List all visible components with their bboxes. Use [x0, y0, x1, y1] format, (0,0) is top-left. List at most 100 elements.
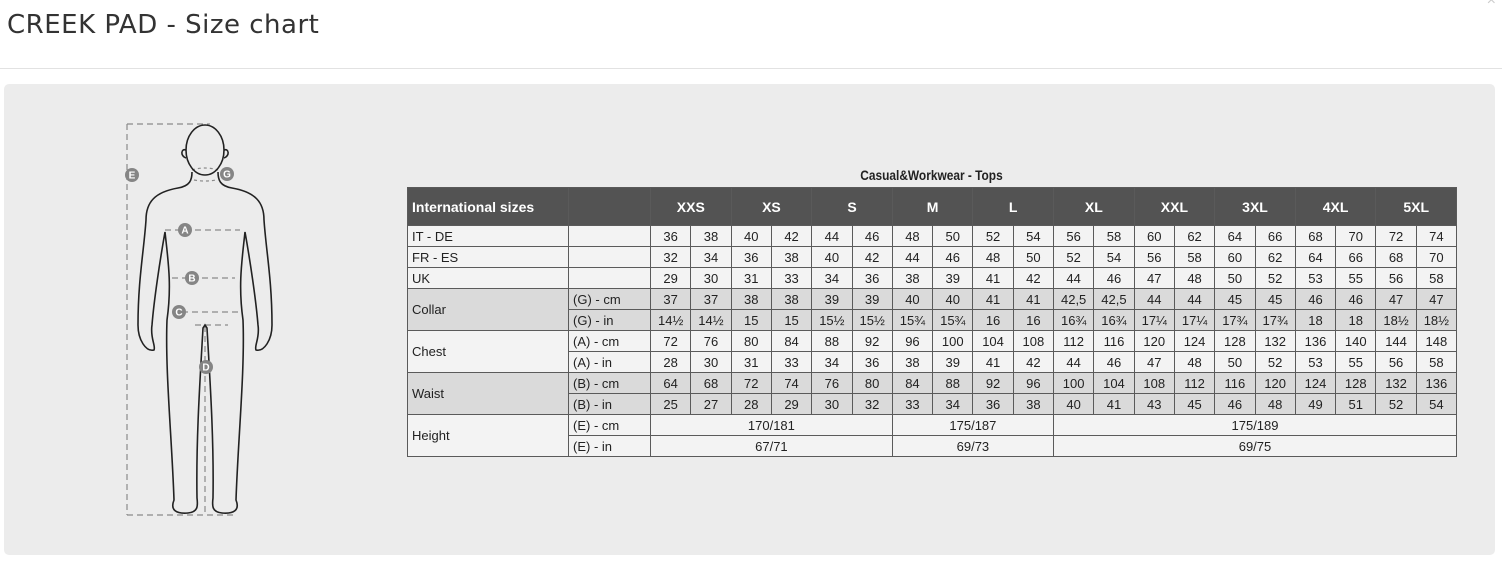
size-value-cell: 55 — [1335, 267, 1377, 289]
size-value-cell: 47 — [1133, 351, 1175, 373]
size-value-cell: 44 — [1133, 288, 1175, 310]
marker-e-badge — [125, 168, 139, 182]
size-value-cell: 52 — [1254, 351, 1296, 373]
body-measurement-figure: E G A B C D — [125, 123, 273, 516]
size-value-cell: 34 — [932, 393, 974, 415]
table-row: Collar (G) - cm 37 37 38 38 39 39 40 40 41 41 42,5 42… — [407, 288, 1458, 331]
size-value-cell: 44 — [1052, 351, 1095, 373]
size-value-cell: 100 — [932, 330, 974, 352]
size-value-cell: 58 — [1093, 225, 1135, 247]
size-value-cell: 17¼ — [1133, 309, 1175, 331]
size-value-cell: 15 — [730, 309, 772, 331]
size-value-cell: 45 — [1254, 288, 1296, 310]
size-value-cell: 116 — [1214, 372, 1256, 394]
size-value-cell: 56 — [1052, 225, 1095, 247]
size-value-cell: 64 — [1294, 246, 1337, 268]
size-value-cell: 41 — [972, 288, 1014, 310]
header-size-xxs: XXS — [650, 187, 732, 226]
size-value-cell: 46 — [932, 246, 974, 268]
size-value-cell: 30 — [690, 267, 732, 289]
size-value-cell: 108 — [1133, 372, 1175, 394]
size-value-cell: 47 — [1375, 288, 1417, 310]
size-value-cell: 38 — [730, 288, 772, 310]
row-unit: (G) - cm — [568, 288, 651, 310]
size-value-cell: 40 — [1052, 393, 1095, 415]
height-range-cell: 67/71 — [650, 435, 893, 457]
size-value-cell: 33 — [770, 351, 813, 373]
size-value-cell: 128 — [1335, 372, 1377, 394]
height-range-cell: 175/189 — [1053, 414, 1457, 436]
header-international-sizes: International sizes — [407, 187, 569, 226]
size-value-cell: 74 — [770, 372, 813, 394]
size-value-cell: 104 — [972, 330, 1014, 352]
size-value-cell: 42,5 — [1052, 288, 1095, 310]
row-unit: (A) - cm — [568, 330, 651, 352]
size-value-cell: 132 — [1375, 372, 1417, 394]
row-label: IT - DE — [407, 225, 569, 247]
size-value-cell: 45 — [1173, 393, 1216, 415]
header-size-xxl: XXL — [1133, 187, 1216, 226]
row-unit — [568, 267, 651, 289]
size-value-cell: 36 — [972, 393, 1014, 415]
size-value-cell: 17¼ — [1173, 309, 1216, 331]
table-row: FR - ES 32 34 36 38 40 42 44 46 48 50 52 54 56 58 60 62 6… — [407, 246, 1458, 268]
size-value-cell: 43 — [1133, 393, 1175, 415]
marker-b-badge — [185, 271, 199, 285]
table-row: Waist (B) - cm 64 68 72 74 76 80 84 88 92 96 100 104 1… — [407, 372, 1458, 415]
size-value-cell: 50 — [1214, 351, 1256, 373]
size-value-cell: 46 — [851, 225, 893, 247]
size-value-cell: 56 — [1375, 351, 1417, 373]
row-unit: (E) - cm — [568, 414, 651, 436]
size-value-cell: 72 — [1375, 225, 1417, 247]
body-outline — [137, 124, 273, 514]
height-range-cell: 170/181 — [650, 414, 893, 436]
size-value-cell: 48 — [972, 246, 1014, 268]
size-value-cell: 16 — [972, 309, 1014, 331]
size-value-cell: 120 — [1133, 330, 1175, 352]
size-value-cell: 42 — [851, 246, 893, 268]
size-value-cell: 54 — [1012, 225, 1055, 247]
size-value-cell: 96 — [891, 330, 934, 352]
size-value-cell: 39 — [851, 288, 893, 310]
marker-c-badge — [172, 305, 186, 319]
size-value-cell: 48 — [891, 225, 934, 247]
row-unit: (E) - in — [568, 435, 651, 457]
size-value-cell: 40 — [811, 246, 853, 268]
size-value-cell: 36 — [730, 246, 772, 268]
row-label: Collar — [407, 288, 569, 331]
header-divider — [0, 68, 1502, 69]
size-value-cell: 28 — [730, 393, 772, 415]
height-range-cell: 175/187 — [891, 414, 1055, 436]
size-value-cell: 108 — [1012, 330, 1055, 352]
size-value-cell: 45 — [1214, 288, 1256, 310]
size-value-cell: 40 — [891, 288, 934, 310]
size-value-cell: 39 — [932, 351, 974, 373]
header-unit — [568, 187, 651, 226]
size-value-cell: 72 — [649, 330, 692, 352]
size-value-cell: 33 — [891, 393, 934, 415]
size-value-cell: 44 — [1173, 288, 1216, 310]
size-value-cell: 28 — [649, 351, 692, 373]
size-value-cell: 41 — [1012, 288, 1055, 310]
size-value-cell: 58 — [1415, 267, 1458, 289]
header-size-s: S — [811, 187, 893, 226]
size-value-cell: 70 — [1415, 246, 1458, 268]
table-row: Chest (A) - cm 72 76 80 84 88 92 96 100 104 108 112 1… — [407, 330, 1458, 373]
size-value-cell: 47 — [1133, 267, 1175, 289]
size-value-cell: 48 — [1254, 393, 1296, 415]
size-value-cell: 136 — [1294, 330, 1337, 352]
size-value-cell: 52 — [1052, 246, 1095, 268]
size-value-cell: 38 — [1012, 393, 1055, 415]
size-value-cell: 46 — [1093, 267, 1135, 289]
header-size-m: M — [891, 187, 974, 226]
size-value-cell: 66 — [1254, 225, 1296, 247]
size-value-cell: 37 — [649, 288, 692, 310]
size-value-cell: 136 — [1415, 372, 1458, 394]
height-range-cell: 69/75 — [1053, 435, 1457, 457]
size-value-cell: 17¾ — [1214, 309, 1256, 331]
header-size-xs: XS — [730, 187, 813, 226]
size-value-cell: 30 — [690, 351, 732, 373]
header-size-xl: XL — [1053, 187, 1135, 226]
close-button[interactable]: × — [1486, 0, 1496, 9]
size-value-cell: 60 — [1133, 225, 1175, 247]
